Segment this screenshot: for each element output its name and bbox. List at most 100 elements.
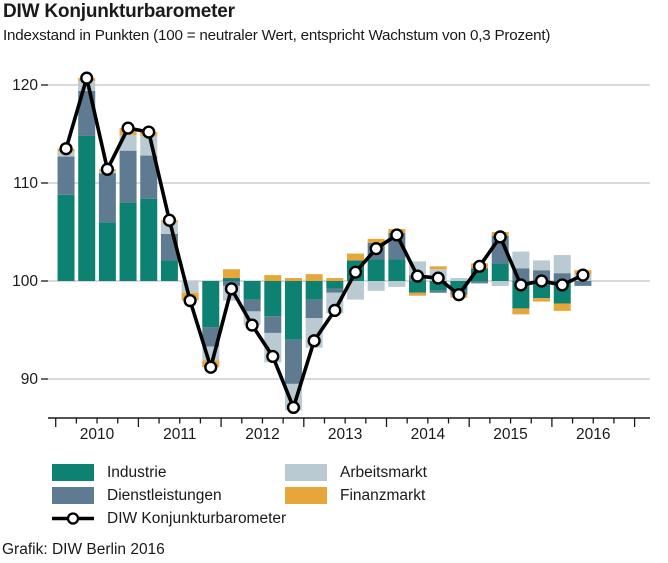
bar-segment-arbeitsmarkt-2015-q3 bbox=[512, 251, 530, 269]
line-point-2011-q1 bbox=[142, 125, 156, 139]
line-point-2013-q1 bbox=[307, 334, 321, 348]
bar-segment-arbeitsmarkt-2013-q3 bbox=[346, 281, 364, 300]
line-point-2011-q3 bbox=[183, 294, 197, 308]
legend-label-dienstleistungen: Dienstleistungen bbox=[107, 486, 222, 504]
bar-segment-finanzmarkt-2014-q3 bbox=[429, 266, 447, 270]
bar-segment-dienstleistungen-2010-q1 bbox=[57, 156, 75, 195]
chart-subtitle: Indexstand in Punkten (100 = neutraler W… bbox=[3, 27, 551, 44]
x-tick-label-2013: 2013 bbox=[328, 426, 362, 443]
bar-segment-industrie-2014-q1 bbox=[388, 259, 406, 281]
bar-segment-arbeitsmarkt-2015-q4 bbox=[533, 260, 551, 271]
legend-swatch-dienstleistungen-icon bbox=[52, 487, 94, 504]
bar-segment-dienstleistungen-2016-q2 bbox=[574, 281, 592, 286]
legend-item-industrie: Industrie bbox=[52, 464, 166, 481]
line-point-2013-q2 bbox=[328, 303, 342, 318]
line-point-2010-q3 bbox=[100, 162, 114, 176]
bar-segment-arbeitsmarkt-2011-q3 bbox=[181, 281, 199, 293]
x-tick-label-2016: 2016 bbox=[576, 426, 610, 443]
bar-segment-industrie-2013-q4 bbox=[367, 259, 385, 281]
bar-segment-industrie-2011-q4 bbox=[202, 281, 220, 328]
bar-segment-finanzmarkt-2016-q1 bbox=[553, 303, 571, 311]
legend-swatch-finanzmarkt-icon bbox=[285, 487, 327, 504]
legend-swatch-industrie-icon bbox=[52, 464, 94, 481]
bar-segment-dienstleistungen-2010-q3 bbox=[98, 173, 116, 223]
legend-item-finanzmarkt: Finanzmarkt bbox=[285, 487, 425, 504]
bar-segment-industrie-2010-q4 bbox=[119, 202, 137, 281]
bar-segment-dienstleistungen-2016-q1 bbox=[553, 273, 571, 281]
bar-segment-finanzmarkt-2013-q4 bbox=[367, 238, 385, 243]
chart-plot-area: 90 100 110 120 2010 2011 2012 2013 2014 2015 2016 bbox=[12, 71, 650, 443]
bar-segment-industrie-2010-q2 bbox=[78, 135, 96, 281]
bar-segment-arbeitsmarkt-2014-q4 bbox=[450, 278, 468, 281]
line-point-2012-q1 bbox=[224, 282, 239, 296]
x-tick-label-2015: 2015 bbox=[493, 426, 527, 443]
bar-segment-industrie-2012-q4 bbox=[284, 281, 302, 340]
line-point-2014-q2 bbox=[410, 269, 425, 283]
bar-segment-dienstleistungen-2012-q4 bbox=[284, 339, 302, 384]
legend-label-industrie: Industrie bbox=[107, 463, 167, 481]
bar-segment-industrie-2015-q2 bbox=[491, 263, 509, 281]
bar-segment-finanzmarkt-2015-q3 bbox=[512, 308, 530, 315]
y-tick-label-90: 90 bbox=[21, 371, 39, 388]
bar-segment-finanzmarkt-2013-q1 bbox=[305, 274, 323, 281]
bar-segment-finanzmarkt-2012-q3 bbox=[264, 275, 282, 281]
legend-swatch-arbeitsmarkt-icon bbox=[285, 464, 327, 481]
source-credit: Grafik: DIW Berlin 2016 bbox=[2, 541, 165, 558]
bar-segment-finanzmarkt-2015-q4 bbox=[533, 298, 551, 302]
line-point-2012-q2 bbox=[245, 318, 259, 332]
line-point-2010-q2 bbox=[80, 71, 94, 85]
bar-segment-industrie-2012-q1 bbox=[222, 278, 240, 281]
line-point-2016-q2 bbox=[576, 268, 590, 282]
bar-segment-arbeitsmarkt-2015-q2 bbox=[491, 281, 509, 286]
bar-segment-finanzmarkt-2012-q4 bbox=[284, 278, 302, 281]
bar-segment-industrie-2011-q2 bbox=[160, 260, 178, 281]
legend-label-arbeitsmarkt: Arbeitsmarkt bbox=[340, 463, 427, 481]
bar-segment-dienstleistungen-2010-q4 bbox=[119, 150, 137, 203]
line-point-2011-q4 bbox=[204, 360, 218, 374]
legend-label-barometer-line: DIW Konjunkturbarometer bbox=[107, 509, 287, 527]
y-tick-label-100: 100 bbox=[12, 273, 38, 290]
legend-label-finanzmarkt: Finanzmarkt bbox=[340, 486, 426, 504]
line-point-2015-q3 bbox=[514, 278, 528, 292]
line-point-2010-q1 bbox=[59, 142, 73, 156]
y-tick-label-120: 120 bbox=[12, 77, 38, 94]
bar-segment-dienstleistungen-2013-q1 bbox=[305, 299, 323, 319]
line-point-2016-q1 bbox=[555, 278, 569, 292]
bar-segment-industrie-2013-q1 bbox=[305, 281, 323, 300]
line-point-2013-q3 bbox=[348, 265, 363, 279]
chart-title: DIW Konjunkturbarometer bbox=[3, 1, 235, 22]
bar-segment-dienstleistungen-2014-q3 bbox=[429, 290, 447, 293]
x-tick-label-2012: 2012 bbox=[245, 426, 279, 443]
line-point-2012-q3 bbox=[266, 349, 280, 364]
line-point-2014-q1 bbox=[390, 228, 404, 242]
bar-segment-arbeitsmarkt-2014-q1 bbox=[388, 281, 406, 287]
x-tick-label-2014: 2014 bbox=[411, 426, 446, 443]
bar-segment-dienstleistungen-2015-q1 bbox=[471, 281, 489, 283]
line-point-2015-q1 bbox=[472, 259, 487, 273]
line-point-2015-q4 bbox=[534, 274, 549, 288]
line-point-2014-q3 bbox=[431, 271, 445, 285]
bar-segment-arbeitsmarkt-2015-q1 bbox=[471, 282, 489, 284]
bar-segment-industrie-2014-q3 bbox=[429, 281, 447, 291]
x-tick-label-2011: 2011 bbox=[163, 426, 196, 443]
bar-segment-finanzmarkt-2013-q3 bbox=[346, 253, 364, 261]
line-point-2011-q2 bbox=[162, 213, 177, 227]
line-point-2010-q4 bbox=[121, 121, 135, 135]
bar-segment-finanzmarkt-2014-q2 bbox=[409, 292, 427, 296]
bar-segment-industrie-2012-q2 bbox=[243, 281, 261, 300]
barometer-line-key-icon bbox=[52, 512, 94, 525]
bar-segment-industrie-2013-q2 bbox=[326, 281, 344, 289]
bar-segment-dienstleistungen-2012-q2 bbox=[243, 299, 261, 312]
legend-item-arbeitsmarkt: Arbeitsmarkt bbox=[285, 464, 427, 481]
line-point-2014-q4 bbox=[452, 288, 466, 302]
line-point-2015-q2 bbox=[493, 230, 507, 244]
legend-item-dienstleistungen: Dienstleistungen bbox=[52, 487, 222, 504]
bar-segment-finanzmarkt-2013-q2 bbox=[326, 278, 344, 281]
legend-item-barometer-line: DIW Konjunkturbarometer bbox=[52, 510, 286, 527]
x-tick-label-2010: 2010 bbox=[80, 426, 115, 443]
bar-segment-industrie-2010-q1 bbox=[57, 194, 75, 281]
bar-segment-industrie-2011-q1 bbox=[140, 198, 158, 281]
bar-segment-dienstleistungen-2013-q2 bbox=[326, 288, 344, 293]
y-tick-label-110: 110 bbox=[13, 175, 38, 192]
